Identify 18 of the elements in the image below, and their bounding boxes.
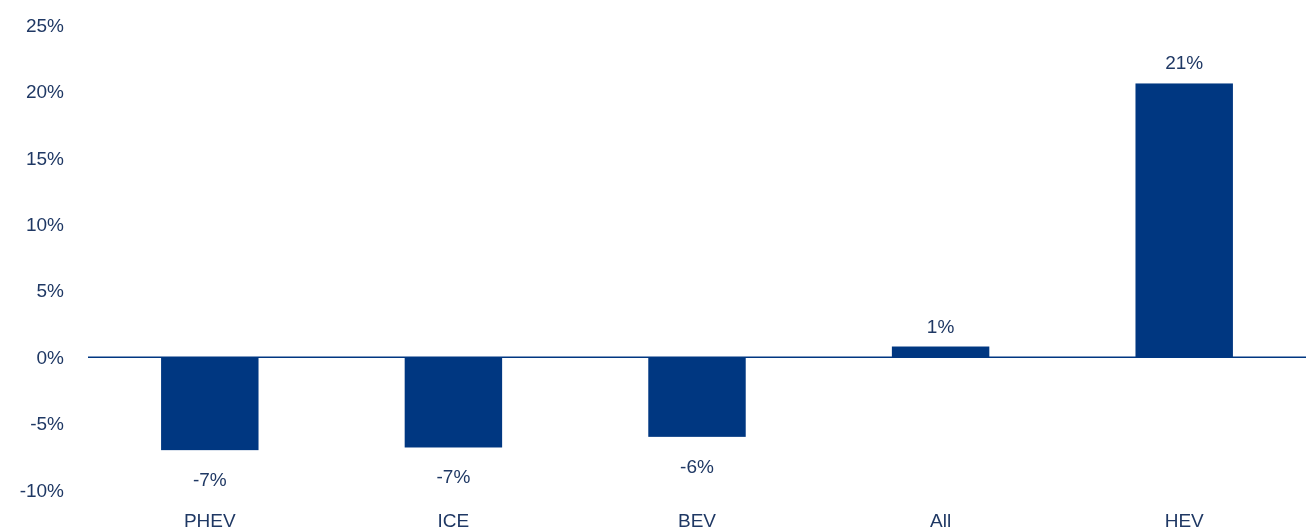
x-tick-label: BEV [677, 510, 717, 531]
y-tick-label: -5% [30, 413, 65, 435]
data-label: 1% [926, 315, 955, 337]
x-tick-label: PHEV [183, 510, 236, 531]
y-tick-label: 0% [36, 346, 65, 368]
y-tick-label: 5% [36, 280, 65, 302]
data-label: -7% [192, 469, 227, 491]
data-label: 21% [1165, 52, 1204, 74]
x-tick-label: All [930, 510, 952, 531]
y-tick-label: 15% [25, 147, 65, 169]
data-label: -6% [680, 455, 714, 477]
data-label: -7% [436, 466, 471, 488]
y-tick-label: 10% [25, 213, 65, 235]
y-tick-label: 25% [25, 14, 65, 36]
x-tick-label: ICE [437, 510, 470, 531]
y-tick-label: 20% [25, 81, 65, 103]
y-tick-label: -10% [19, 479, 65, 501]
x-tick-label: HEV [1164, 510, 1205, 531]
